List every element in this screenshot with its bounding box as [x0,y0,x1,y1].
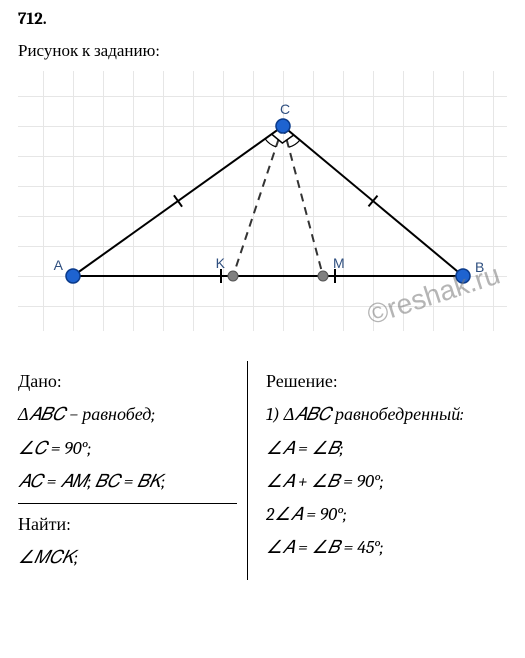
figure: A B C K M ©reshak.ru [18,71,507,331]
svg-text:C: C [280,101,290,117]
svg-text:A: A [54,257,64,273]
figure-caption: Рисунок к заданию: [18,41,507,61]
given-line-1: Δ𝐴𝐵𝐶 − равнобед; [18,403,237,427]
two-column-proof: Дано: Δ𝐴𝐵𝐶 − равнобед; ∠𝐶 = 90°; 𝐴𝐶 = 𝐴𝑀… [18,361,507,580]
given-heading: Дано: [18,370,237,394]
svg-text:K: K [216,255,226,271]
solution-line-5: ∠𝐴 = ∠𝐵 = 45°; [266,536,507,560]
divider [18,503,237,504]
geometry-svg: A B C K M [18,71,507,331]
solution-line-2: ∠𝐴 = ∠𝐵; [266,437,507,461]
solution-line-1: 1) Δ𝐴𝐵𝐶 равнобедренный: [266,403,507,427]
solution-column: Решение: 1) Δ𝐴𝐵𝐶 равнобедренный: ∠𝐴 = ∠𝐵… [248,361,507,580]
svg-text:M: M [333,255,345,271]
svg-text:B: B [475,259,484,275]
solution-heading: Решение: [266,370,507,394]
solution-line-3: ∠𝐴 + ∠𝐵 = 90°; [266,470,507,494]
find-heading: Найти: [18,513,237,537]
given-find-column: Дано: Δ𝐴𝐵𝐶 − равнобед; ∠𝐶 = 90°; 𝐴𝐶 = 𝐴𝑀… [18,361,248,580]
given-line-2: ∠𝐶 = 90°; [18,437,237,461]
problem-number: 712. [18,10,507,29]
solution-line-4: 2∠𝐴 = 90°; [266,503,507,527]
given-line-3: 𝐴𝐶 = 𝐴𝑀; 𝐵𝐶 = 𝐵𝐾; [18,470,237,494]
find-line-1: ∠𝑀𝐶𝐾; [18,546,237,570]
